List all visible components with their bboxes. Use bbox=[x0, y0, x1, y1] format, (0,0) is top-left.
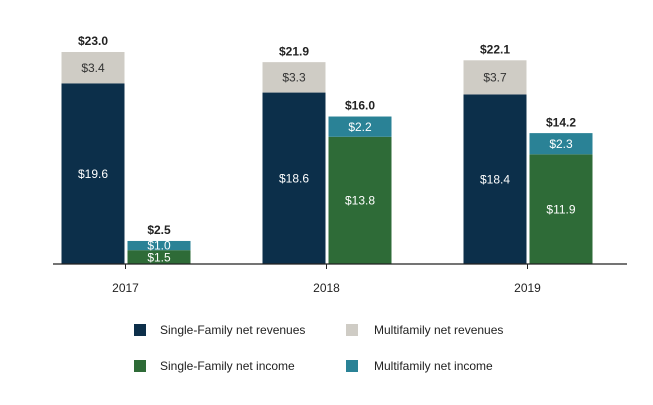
bar-segment bbox=[127, 250, 191, 264]
bar-segment bbox=[529, 154, 593, 264]
legend-label: Multifamily net revenues bbox=[374, 323, 503, 337]
legend-label: Multifamily net income bbox=[374, 359, 493, 373]
legend-swatch bbox=[346, 324, 358, 336]
value-label: $13.8 bbox=[345, 194, 375, 208]
value-label: $1.0 bbox=[147, 239, 171, 253]
value-label: $18.6 bbox=[279, 171, 309, 185]
value-label: $11.9 bbox=[546, 202, 575, 216]
value-label: $2.3 bbox=[549, 137, 573, 151]
value-label: $3.7 bbox=[483, 71, 507, 85]
bar-segment bbox=[61, 83, 125, 264]
bar-segment bbox=[262, 92, 326, 264]
legend-label: Single-Family net revenues bbox=[160, 323, 305, 337]
value-label: $3.3 bbox=[282, 71, 306, 85]
bar-segment bbox=[328, 136, 392, 264]
x-tick-label: 2017 bbox=[112, 281, 139, 295]
total-label: $22.1 bbox=[480, 42, 510, 56]
bar-segment bbox=[262, 62, 326, 93]
total-label: $14.2 bbox=[546, 115, 576, 129]
legend-swatch bbox=[134, 324, 146, 336]
x-tick-label: 2019 bbox=[514, 281, 541, 295]
bar-segment bbox=[328, 116, 392, 137]
total-label: $23.0 bbox=[78, 34, 108, 48]
total-label: $21.9 bbox=[279, 44, 309, 58]
value-label: $3.4 bbox=[81, 61, 105, 75]
bar-segment bbox=[463, 60, 527, 95]
value-label: $2.2 bbox=[348, 120, 372, 134]
bar-segment bbox=[127, 240, 191, 251]
bar-segment bbox=[529, 133, 593, 155]
legend-swatch bbox=[134, 360, 146, 372]
value-label: $1.5 bbox=[147, 250, 171, 264]
value-label: $19.6 bbox=[78, 167, 108, 181]
legend-label: Single-Family net income bbox=[160, 359, 295, 373]
total-label: $16.0 bbox=[345, 99, 375, 113]
bar-segment bbox=[463, 94, 527, 265]
x-tick-label: 2018 bbox=[313, 281, 340, 295]
bar-segment bbox=[61, 52, 125, 84]
total-label: $2.5 bbox=[147, 223, 171, 237]
legend-swatch bbox=[346, 360, 358, 372]
value-label: $18.4 bbox=[480, 172, 510, 186]
